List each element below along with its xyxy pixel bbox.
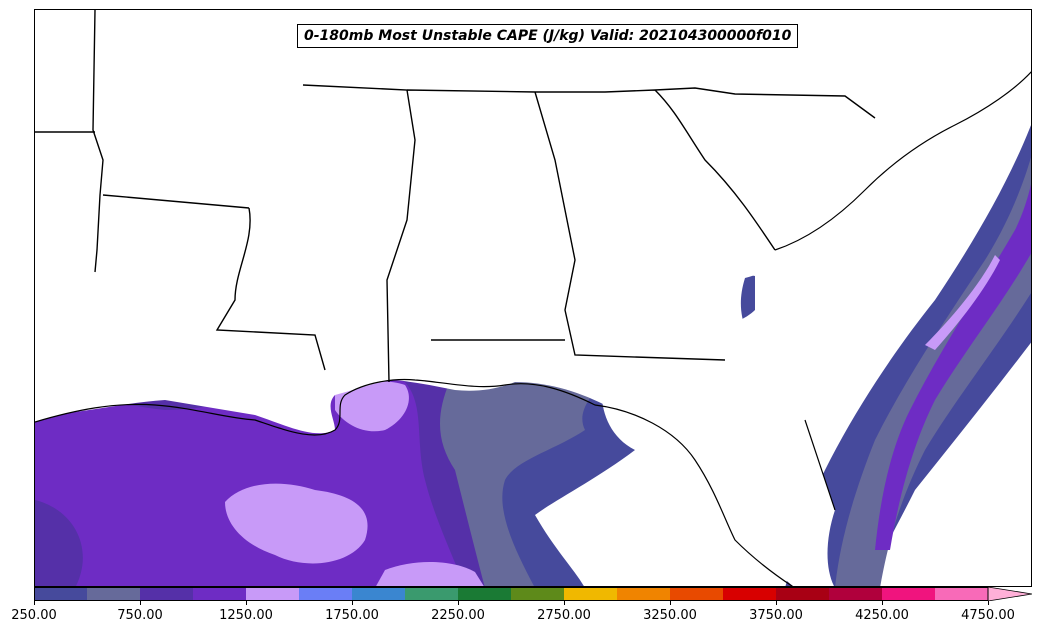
colorbar-tick-label: 3750.00: [749, 608, 803, 623]
colorbar-segment: [935, 587, 989, 601]
colorbar-tick-label: 750.00: [117, 608, 163, 623]
colorbar-segment: [617, 587, 671, 601]
colorbar-segment: [193, 587, 247, 601]
cape-region-atlantic-1250: [925, 255, 1000, 350]
map-panel: 0-180mb Most Unstable CAPE (J/kg) Valid:…: [34, 9, 1032, 587]
colorbar-segment: [723, 587, 777, 601]
colorbar-tick-label: 2750.00: [537, 608, 591, 623]
coastline: [35, 378, 794, 586]
colorbar-tick-label: 4250.00: [855, 608, 909, 623]
colorbar-tick-mark: [458, 601, 459, 605]
colorbar-segment: [299, 587, 353, 601]
cape-region-atlantic-250: [785, 125, 1031, 586]
state-borders: [35, 10, 876, 383]
east-coastline: [774, 71, 1031, 511]
map-title: 0-180mb Most Unstable CAPE (J/kg) Valid:…: [297, 24, 799, 48]
cape-region-1250b: [335, 381, 409, 432]
colorbar-segment: [405, 587, 459, 601]
colorbar-tick-mark: [988, 601, 989, 605]
colorbar-tick-mark: [140, 601, 141, 605]
colorbar-tick-label: 250.00: [11, 608, 57, 623]
cape-region-atlantic-1000: [875, 184, 1031, 550]
colorbar-tick-label: 1750.00: [325, 608, 379, 623]
colorbar-tick-label: 1250.00: [219, 608, 273, 623]
colorbar-tick-label: 2250.00: [431, 608, 485, 623]
colorbar-tick-mark: [670, 601, 671, 605]
cape-contour-map: [35, 10, 1031, 586]
cape-region-1250: [225, 483, 368, 564]
colorbar-tick-mark: [882, 601, 883, 605]
colorbar-segment: [776, 587, 830, 601]
colorbar-segment: [34, 587, 88, 601]
colorbar: [34, 587, 1032, 601]
colorbar-segment: [564, 587, 618, 601]
colorbar-extend-arrow: [987, 587, 1032, 601]
colorbar-segment: [458, 587, 512, 601]
colorbar-segment: [246, 587, 300, 601]
colorbar-tick-label: 4750.00: [961, 608, 1015, 623]
land-mass: [35, 10, 1031, 586]
colorbar-segment: [882, 587, 936, 601]
colorbar-segment: [670, 587, 724, 601]
colorbar-segment: [511, 587, 565, 601]
colorbar-tick-mark: [34, 601, 35, 605]
colorbar-tick-mark: [776, 601, 777, 605]
colorbar-tick-mark: [246, 601, 247, 605]
colorbar-segment: [352, 587, 406, 601]
colorbar-outline: [34, 587, 989, 601]
colorbar-tick-label: 3250.00: [643, 608, 697, 623]
colorbar-tick-mark: [564, 601, 565, 605]
colorbar-segment: [87, 587, 141, 601]
colorbar-tick-mark: [352, 601, 353, 605]
colorbar-segment: [140, 587, 194, 601]
colorbar-segment: [829, 587, 883, 601]
cape-region-1250c: [376, 562, 484, 586]
